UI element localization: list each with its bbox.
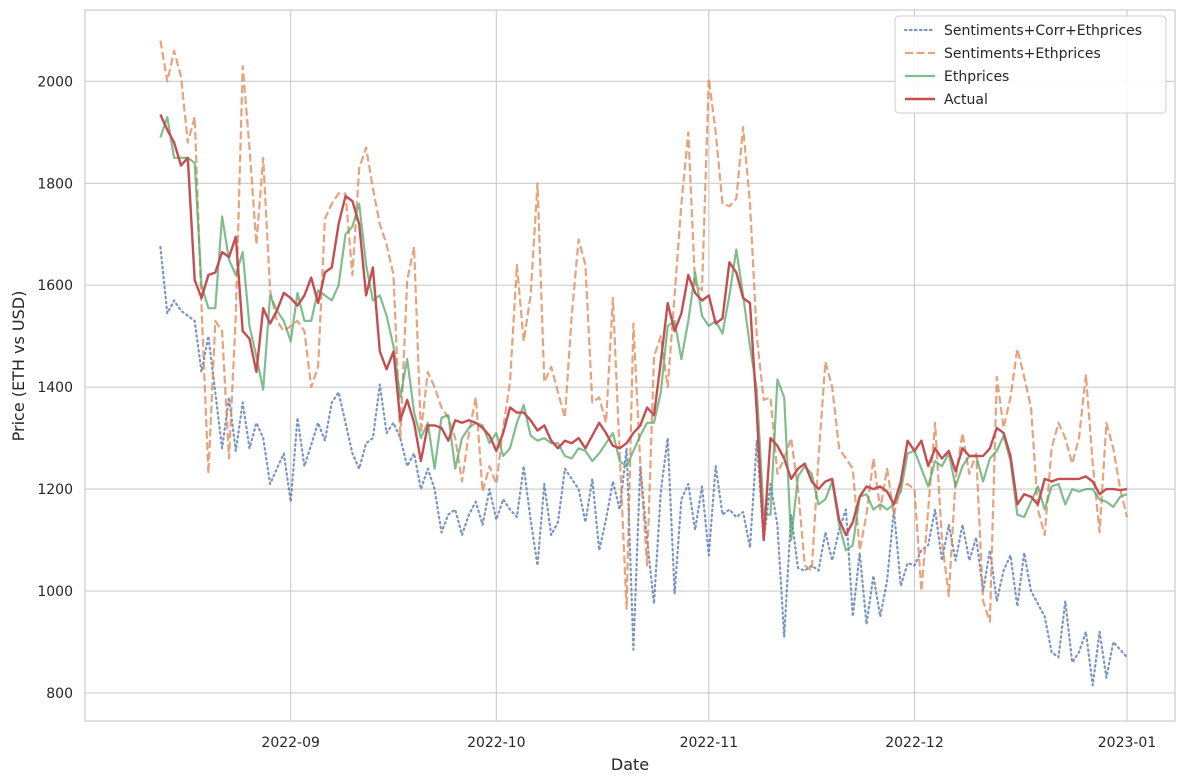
- series-line-actual: [159, 114, 1128, 542]
- plot-frame: [84, 9, 1176, 722]
- x-tick-label: 2022-10: [467, 735, 526, 751]
- y-tick-label: 1200: [37, 482, 73, 498]
- legend-entry-label: Sentiments+Corr+Ethprices: [944, 23, 1142, 39]
- legend-entry-label: Sentiments+Ethprices: [944, 46, 1101, 62]
- y-tick-label: 1000: [37, 584, 73, 600]
- x-tick-label: 2022-12: [885, 735, 944, 751]
- y-axis-label: Price (ETH vs USD): [9, 291, 28, 442]
- x-tick-label: 2022-09: [261, 735, 320, 751]
- x-tick-label: 2023-01: [1098, 735, 1157, 751]
- legend-entry-label: Ethprices: [944, 69, 1009, 85]
- legend: Sentiments+Corr+Ethprices Sentiments+Ethp…: [894, 15, 1167, 114]
- x-tick-labels: 2022-09 2022-10 2022-11 2022-12 2023-01: [261, 735, 1156, 751]
- y-tick-label: 1600: [37, 278, 73, 294]
- y-tick-labels: 800 1000 1200 1400 1600 1800 2000: [37, 74, 73, 702]
- legend-frame: [894, 15, 1167, 114]
- legend-entry-label: Actual: [944, 92, 988, 108]
- x-tick-label: 2022-11: [680, 735, 739, 751]
- y-tick-label: 1800: [37, 176, 73, 192]
- x-axis-label: Date: [611, 755, 649, 774]
- series-lines: [159, 40, 1129, 687]
- y-tick-label: 800: [46, 686, 73, 702]
- y-tick-label: 1400: [37, 380, 73, 396]
- series-line-sentiments-corr-ethprices: [159, 245, 1129, 687]
- y-tick-label: 2000: [37, 74, 73, 90]
- grid-lines: [85, 10, 1175, 721]
